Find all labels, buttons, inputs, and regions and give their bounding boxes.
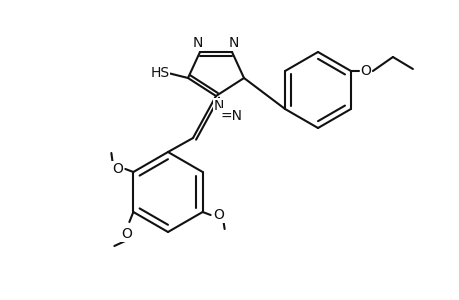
Text: N: N bbox=[213, 99, 224, 113]
Text: =N: =N bbox=[220, 109, 242, 123]
Text: HS: HS bbox=[150, 66, 169, 80]
Text: O: O bbox=[112, 162, 123, 176]
Text: O: O bbox=[121, 227, 132, 241]
Text: N: N bbox=[228, 36, 239, 50]
Text: O: O bbox=[213, 208, 224, 222]
Text: O: O bbox=[360, 64, 370, 78]
Text: N: N bbox=[192, 36, 203, 50]
